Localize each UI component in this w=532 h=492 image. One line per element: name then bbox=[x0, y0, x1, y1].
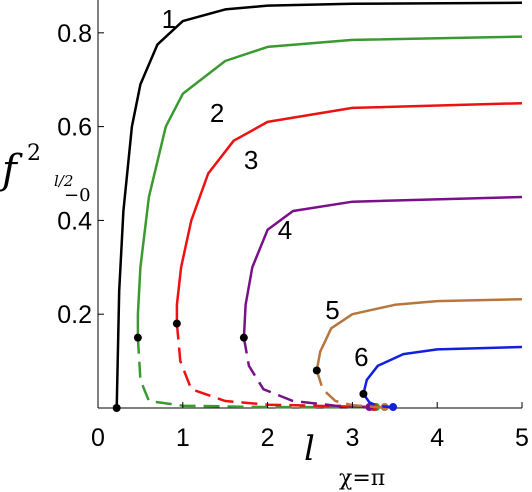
series-6-point bbox=[389, 403, 398, 412]
series-5-point bbox=[312, 366, 321, 375]
y-label-subscript-fraction: l/2 bbox=[54, 172, 73, 190]
y-label-subscript-rest: −0 bbox=[64, 185, 91, 206]
curve-label-2: 2 bbox=[210, 98, 224, 128]
x-tick-label: 3 bbox=[345, 424, 359, 452]
chi-annotation: χ=π bbox=[339, 466, 385, 491]
x-tick-label: 0 bbox=[91, 424, 105, 452]
x-tick-label: 4 bbox=[430, 424, 444, 452]
series-4-solid bbox=[242, 195, 523, 338]
series-2-point bbox=[133, 333, 142, 342]
series-2-solid bbox=[136, 35, 523, 338]
x-axis-label: l bbox=[304, 429, 315, 469]
series-1-point bbox=[112, 404, 121, 412]
y-tick-label: 0.6 bbox=[57, 114, 92, 142]
curve-label-5: 5 bbox=[325, 295, 339, 325]
series-4-point bbox=[365, 403, 374, 412]
curve-label-4: 4 bbox=[278, 215, 292, 245]
series-2-dashed bbox=[136, 337, 377, 409]
series-3-point bbox=[172, 319, 181, 328]
series-6-dashed bbox=[362, 393, 394, 409]
y-tick-label: 0.4 bbox=[57, 207, 92, 235]
ticks: 0 1 2 3 4 50.80.60.40.2 bbox=[57, 20, 529, 452]
y-label-superscript: 2 bbox=[27, 141, 41, 166]
series-1-solid bbox=[115, 1, 523, 409]
series-6-solid bbox=[362, 345, 523, 395]
curve-label-1: 1 bbox=[162, 4, 176, 34]
curves bbox=[112, 1, 523, 412]
y-label-main: f bbox=[0, 147, 23, 193]
curve-label-3: 3 bbox=[244, 145, 258, 175]
x-tick-label: 5 bbox=[515, 424, 529, 452]
x-tick-label: 1 bbox=[176, 424, 190, 452]
series-5-solid bbox=[315, 297, 523, 371]
series-3-solid bbox=[175, 101, 523, 324]
curve-label-6: 6 bbox=[354, 342, 368, 372]
curve-labels: 1 23 4 56 bbox=[162, 4, 369, 372]
series-3-dashed bbox=[175, 323, 374, 409]
series-4-point bbox=[239, 333, 248, 342]
y-tick-label: 0.8 bbox=[57, 20, 92, 48]
series-4-dashed bbox=[242, 337, 370, 409]
y-tick-label: 0.2 bbox=[57, 301, 92, 329]
axes bbox=[97, 0, 522, 409]
y-axis-label: f 2 l/2 −0 bbox=[0, 141, 91, 206]
series-6-point bbox=[359, 389, 368, 398]
x-tick-label: 2 bbox=[261, 424, 275, 452]
series-5-dashed bbox=[315, 370, 385, 409]
